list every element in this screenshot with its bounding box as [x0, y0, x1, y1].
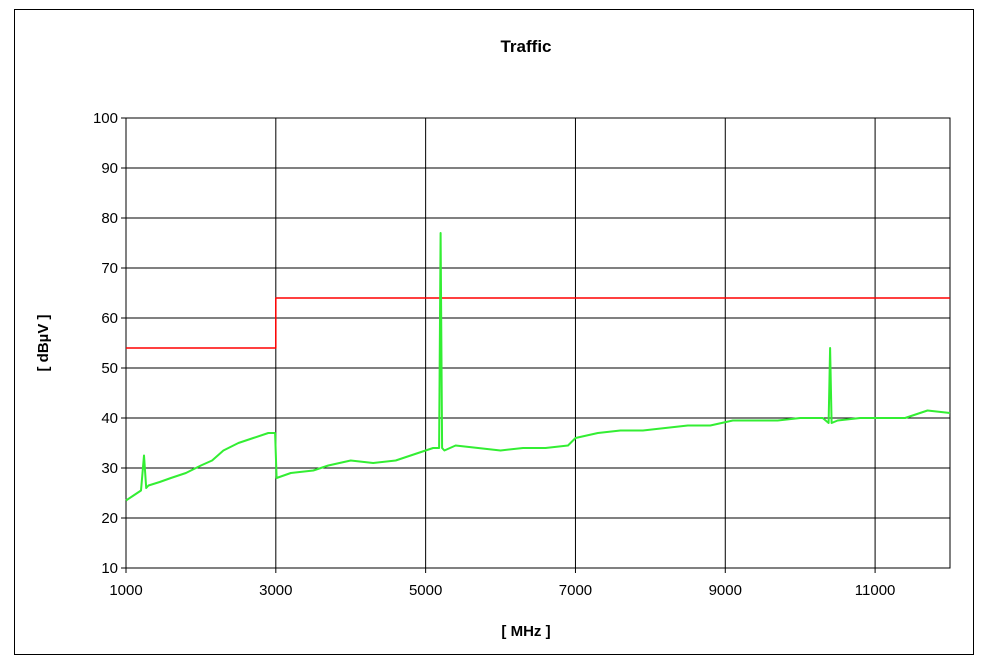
y-tick-label: 20 [101, 510, 118, 527]
x-tick-label: 1000 [109, 582, 142, 599]
plot-area [126, 118, 950, 568]
y-tick-label: 80 [101, 210, 118, 227]
measurement-line [126, 233, 950, 501]
chart-title: Traffic [500, 37, 551, 56]
y-tick-label: 90 [101, 160, 118, 177]
y-tick-label: 50 [101, 360, 118, 377]
x-tick-label: 11000 [855, 582, 896, 599]
series-layer [126, 233, 950, 501]
x-axis-label: [ MHz ] [501, 623, 550, 640]
chart-frame: 1000 3000 5000 7000 9000 11000 10 20 30 40 50 60 70… [14, 9, 974, 655]
x-tick-label: 3000 [259, 582, 292, 599]
y-tick-label: 10 [101, 560, 118, 577]
y-axis-label: [ dBµV ] [35, 315, 52, 372]
x-tick-label: 9000 [709, 582, 742, 599]
y-tick-label: 30 [101, 460, 118, 477]
x-tick-labels: 1000 3000 5000 7000 9000 11000 [109, 568, 895, 599]
x-tick-label: 7000 [559, 582, 592, 599]
limit-line [126, 298, 950, 348]
y-tick-label: 40 [101, 410, 118, 427]
y-tick-label: 100 [93, 110, 118, 127]
y-tick-labels: 10 20 30 40 50 60 70 80 90 100 [93, 110, 126, 577]
y-tick-label: 70 [101, 260, 118, 277]
y-tick-label: 60 [101, 310, 118, 327]
x-tick-label: 5000 [409, 582, 442, 599]
chart-svg: 1000 3000 5000 7000 9000 11000 10 20 30 40 50 60 70… [15, 10, 973, 654]
grid-lines [126, 118, 950, 568]
